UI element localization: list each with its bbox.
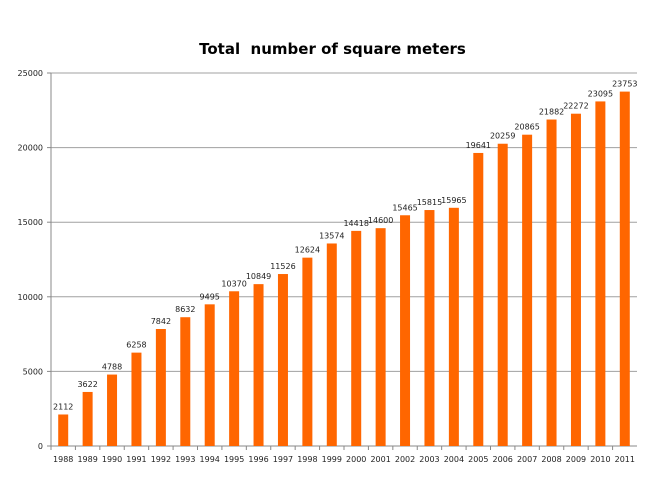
y-tick-label: 20000 [18, 144, 43, 153]
bar-1992 [155, 328, 166, 446]
data-label-2000: 14418 [343, 219, 368, 228]
x-tick-label: 1992 [151, 455, 171, 464]
data-label-2003: 15815 [417, 198, 442, 207]
x-tick-label: 2011 [615, 455, 635, 464]
bar-1999 [326, 243, 337, 446]
data-label-1991: 6258 [126, 341, 146, 350]
x-tick-label: 2002 [395, 455, 415, 464]
data-label-2007: 20865 [514, 123, 539, 132]
x-tick-label: 2000 [346, 455, 366, 464]
data-label-1992: 7842 [151, 317, 171, 326]
x-tick-label: 2001 [370, 455, 390, 464]
y-tick-label: 10000 [18, 293, 43, 302]
bar-1988 [58, 414, 69, 446]
bar-1989 [82, 391, 93, 446]
data-label-2009: 22272 [563, 102, 588, 111]
x-tick-label: 1996 [248, 455, 268, 464]
data-label-1988: 2112 [53, 402, 73, 411]
x-tick-label: 1997 [273, 455, 293, 464]
data-label-2008: 21882 [539, 108, 564, 117]
data-label-2004: 15965 [441, 196, 466, 205]
chart-title: Total number of square meters [199, 40, 466, 58]
bar-2005 [473, 152, 484, 446]
bar-2002 [400, 215, 411, 446]
bar-2003 [424, 210, 435, 446]
x-tick-label: 1995 [224, 455, 244, 464]
x-tick-label: 1994 [200, 455, 220, 464]
x-tick-label: 2006 [493, 455, 513, 464]
data-label-1996: 10849 [246, 272, 271, 281]
bar-1991 [131, 352, 142, 446]
data-label-1999: 13574 [319, 231, 344, 240]
data-label-1994: 9495 [200, 292, 220, 301]
y-tick-label: 25000 [18, 69, 43, 78]
bar-1998 [302, 257, 313, 446]
data-label-2006: 20259 [490, 132, 515, 141]
data-label-1990: 4788 [102, 363, 122, 372]
x-tick-label: 1998 [297, 455, 317, 464]
x-tick-label: 2004 [444, 455, 464, 464]
x-tick-label: 1999 [322, 455, 342, 464]
x-tick-label: 1991 [126, 455, 146, 464]
bar-1995 [229, 291, 240, 446]
y-tick-label: 15000 [18, 218, 43, 227]
bar-1994 [204, 304, 215, 446]
x-tick-label: 1990 [102, 455, 122, 464]
x-tick-label: 2008 [541, 455, 561, 464]
data-label-2011: 23753 [612, 80, 637, 89]
data-label-1997: 11526 [270, 262, 295, 271]
bar-1996 [253, 284, 264, 446]
bar-2008 [546, 119, 557, 446]
x-tick-label: 2010 [590, 455, 610, 464]
bar-1997 [277, 274, 288, 446]
data-label-2001: 14600 [368, 216, 393, 225]
x-tick-label: 2009 [566, 455, 586, 464]
data-label-2010: 23095 [588, 89, 613, 98]
bar-1990 [107, 374, 118, 446]
bar-2011 [619, 91, 630, 447]
x-tick-label: 2003 [419, 455, 439, 464]
x-tick-label: 1988 [53, 455, 73, 464]
bar-2010 [595, 101, 606, 446]
x-tick-label: 1993 [175, 455, 195, 464]
x-tick-label: 1989 [77, 455, 97, 464]
bar-2007 [522, 134, 533, 446]
data-label-1995: 10370 [221, 279, 246, 288]
x-tick-label: 2005 [468, 455, 488, 464]
x-tick-label: 2007 [517, 455, 537, 464]
y-tick-label: 5000 [23, 367, 43, 376]
data-label-1998: 12624 [295, 246, 320, 255]
bar-2006 [497, 143, 508, 446]
bar-1993 [180, 317, 191, 446]
bar-2004 [448, 207, 459, 446]
y-tick-label: 0 [38, 442, 43, 451]
data-label-2005: 19641 [466, 141, 491, 150]
data-label-2002: 15465 [392, 203, 417, 212]
bar-2009 [570, 113, 581, 447]
data-label-1989: 3622 [77, 380, 97, 389]
data-label-1993: 8632 [175, 305, 195, 314]
bar-2001 [375, 228, 386, 446]
bar-2000 [351, 230, 362, 446]
